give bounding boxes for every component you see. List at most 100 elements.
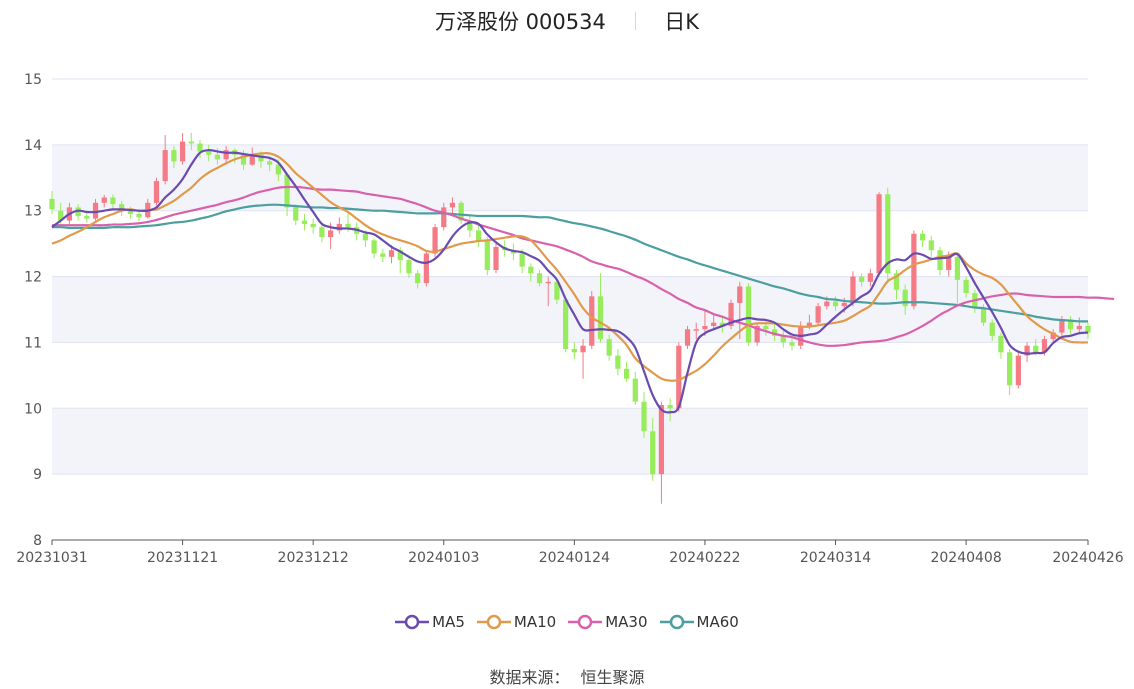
candle-body xyxy=(789,342,795,346)
candle-body xyxy=(528,266,534,274)
candle-body xyxy=(1015,355,1021,386)
candle-body xyxy=(423,253,429,284)
x-tick-label: 20240124 xyxy=(539,550,610,566)
candle-body xyxy=(258,154,264,162)
candle-body xyxy=(806,322,813,326)
legend-item-ma10[interactable]: MA10 xyxy=(476,612,557,631)
candle-body xyxy=(1007,352,1013,386)
candle-body xyxy=(223,150,229,160)
candle-body xyxy=(763,325,769,330)
legend-label: MA5 xyxy=(432,612,465,631)
candle-body xyxy=(240,154,247,165)
candle-body xyxy=(911,233,917,307)
candle-body xyxy=(92,202,99,219)
candle-body xyxy=(632,378,638,402)
candle-body xyxy=(771,329,778,336)
candle-body xyxy=(441,207,447,228)
candle-body xyxy=(214,154,221,160)
data-source: 数据来源： 恒生聚源 xyxy=(0,664,1134,688)
candle-body xyxy=(449,202,456,208)
legend-label: MA30 xyxy=(605,612,648,631)
candle-body xyxy=(275,164,281,175)
candle-body xyxy=(336,223,342,231)
candle-body xyxy=(946,256,952,270)
y-tick-label: 13 xyxy=(24,204,42,220)
candle-body xyxy=(110,197,116,205)
candle-body xyxy=(188,141,194,144)
candle-body xyxy=(380,253,386,257)
candle-body xyxy=(815,306,821,323)
candle-body xyxy=(301,220,308,224)
candle-body xyxy=(841,302,847,307)
candle-body xyxy=(554,281,560,300)
candle-body xyxy=(650,431,656,475)
candle-body xyxy=(728,302,734,326)
candle-body xyxy=(606,339,612,356)
series-line-ma5 xyxy=(51,149,1089,414)
candle-body xyxy=(327,230,334,238)
candle-body xyxy=(954,256,961,280)
candle-body xyxy=(658,404,665,475)
candle-body xyxy=(563,299,569,350)
candle-body xyxy=(780,335,786,343)
candle-body xyxy=(371,240,377,254)
candle-body xyxy=(319,227,325,238)
candle-body xyxy=(824,301,830,307)
candle-body xyxy=(859,276,865,282)
candle-body xyxy=(388,250,395,257)
legend-marker-icon xyxy=(476,614,511,629)
candle-body xyxy=(284,174,290,208)
candle-body xyxy=(406,260,412,274)
candle-body xyxy=(684,329,691,346)
candle-body xyxy=(980,308,987,323)
candle-body xyxy=(162,150,168,182)
x-tick-label: 20240103 xyxy=(408,550,479,566)
legend-label: MA10 xyxy=(513,612,557,631)
y-tick-label: 14 xyxy=(24,138,42,154)
candlestick-chart: 8 9 10 11 12 13 14 15 20231031 20231121 20231212 20… xyxy=(16,72,1123,566)
candle-body xyxy=(153,181,160,203)
candle-body xyxy=(963,279,969,294)
candle-body xyxy=(467,220,473,231)
candle-body xyxy=(902,289,908,307)
candle-body xyxy=(136,214,142,218)
candle-body xyxy=(998,335,1004,353)
candle-body xyxy=(179,141,186,162)
candle-body xyxy=(310,223,316,228)
candle-body xyxy=(850,276,856,303)
series-line-ma10 xyxy=(51,152,1089,382)
candle-body xyxy=(475,230,482,241)
legend-item-ma5[interactable]: MA5 xyxy=(395,612,465,631)
candle-body xyxy=(745,286,752,343)
candle-body xyxy=(84,215,90,219)
candle-body xyxy=(737,286,743,303)
y-tick-label: 11 xyxy=(24,335,42,351)
candle-body xyxy=(754,325,760,343)
candle-body xyxy=(937,250,943,270)
candle-body xyxy=(928,240,934,251)
candle-body xyxy=(362,233,369,241)
candle-body xyxy=(119,204,125,211)
legend-item-ma60[interactable]: MA60 xyxy=(659,612,739,631)
legend-item-ma30[interactable]: MA30 xyxy=(568,612,648,631)
candle-body xyxy=(867,273,873,282)
candle-body xyxy=(580,345,586,353)
candle-body xyxy=(249,154,255,165)
chart-legend: MA5 MA10 MA30 MA60 xyxy=(0,612,1134,631)
candle-body xyxy=(484,240,490,270)
candle-body xyxy=(127,210,133,215)
title-divider xyxy=(634,12,636,30)
candle-body xyxy=(615,355,621,369)
x-tick-label: 20231031 xyxy=(16,550,87,566)
candle-body xyxy=(711,322,717,326)
candle-body xyxy=(676,345,682,409)
candle-body xyxy=(623,368,630,379)
candle-body xyxy=(885,194,891,274)
candle-body xyxy=(493,246,499,270)
x-tick-label: 20240314 xyxy=(800,550,871,566)
candle-body xyxy=(397,250,403,261)
chart-title: 万泽股份 000534 日K xyxy=(0,6,1134,36)
source-provider: 恒生聚源 xyxy=(580,668,645,687)
candle-body xyxy=(702,325,708,330)
y-tick-label: 15 xyxy=(24,72,42,88)
